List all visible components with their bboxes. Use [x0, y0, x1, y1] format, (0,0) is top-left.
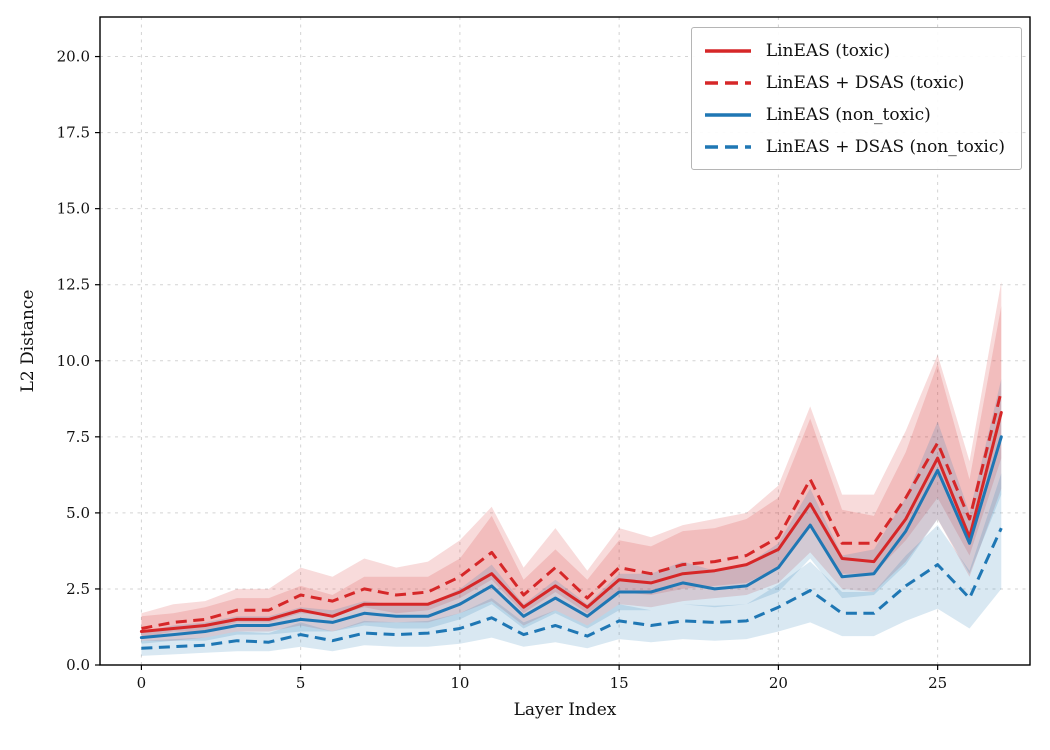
x-tick-label: 0 [137, 674, 147, 692]
y-tick-label: 0.0 [66, 656, 90, 674]
y-tick-label: 20.0 [57, 48, 90, 66]
x-tick-label: 10 [450, 674, 469, 692]
y-tick-label: 7.5 [66, 428, 90, 446]
legend-entry: LinEAS + DSAS (non_toxic) [704, 135, 1005, 158]
legend-label: LinEAS + DSAS (non_toxic) [765, 136, 1005, 157]
confidence-band [141, 379, 1002, 644]
series-line [141, 390, 1003, 630]
plot-border [99, 16, 1031, 666]
y-tick-label: 5.0 [66, 504, 90, 522]
legend-label: LinEAS (toxic) [765, 40, 891, 61]
legend-dashed-line-icon [704, 144, 751, 149]
x-tick-label: 15 [610, 674, 629, 692]
legend-entry: LinEAS + DSAS (toxic) [704, 71, 1005, 94]
y-tick-label: 12.5 [57, 276, 90, 294]
y-axis-label: L2 Distance [18, 289, 38, 393]
legend-dashed-line-icon [704, 80, 751, 85]
legend-label: LinEAS (non_toxic) [765, 104, 931, 125]
legend-solid-line-icon [704, 48, 751, 53]
legend: LinEAS (toxic) LinEAS + DSAS (toxic) LinEA… [690, 27, 1022, 170]
confidence-band [141, 473, 1002, 656]
y-tick-label: 17.5 [57, 124, 90, 142]
legend-entry: LinEAS (non_toxic) [704, 103, 1005, 126]
x-tick-label: 5 [296, 674, 306, 692]
confidence-band [141, 281, 1002, 638]
series-line [139, 435, 1003, 640]
series-line [141, 527, 1003, 650]
x-tick-label: 25 [928, 674, 947, 692]
legend-label: LinEAS + DSAS (toxic) [765, 72, 965, 93]
y-tick-label: 10.0 [57, 352, 90, 370]
x-tick-label: 20 [769, 674, 788, 692]
x-axis-label: Layer Index [513, 700, 617, 720]
y-tick-label: 15.0 [57, 200, 90, 218]
legend-entry: LinEAS (toxic) [704, 39, 1005, 62]
series-line [139, 411, 1003, 633]
legend-solid-line-icon [704, 112, 751, 117]
y-tick-label: 2.5 [66, 580, 90, 598]
